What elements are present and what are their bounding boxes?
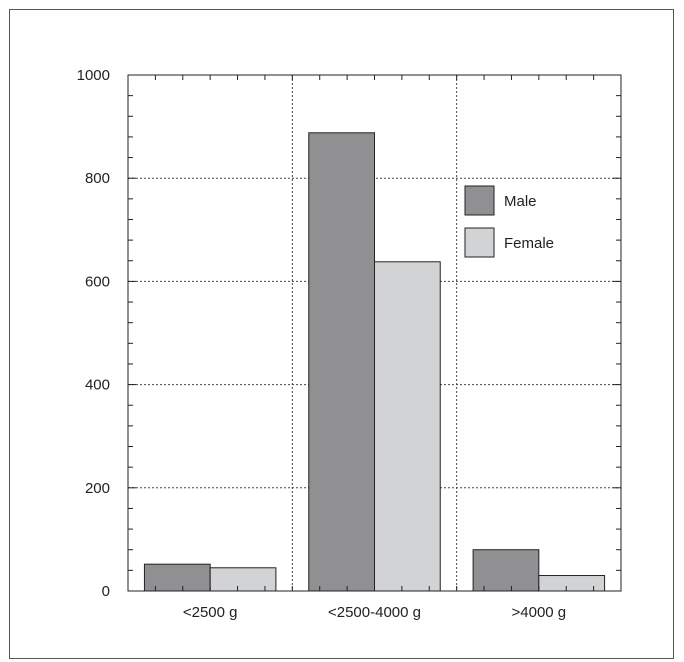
legend-label-female: Female	[504, 235, 554, 252]
y-tick-label: 800	[85, 170, 110, 187]
grid-lines	[128, 75, 621, 591]
bar-female-2	[538, 575, 606, 592]
y-tick-label: 0	[102, 583, 110, 600]
bar-female-1	[374, 261, 441, 592]
bar-male-1	[308, 132, 375, 592]
legend-label-male: Male	[504, 193, 537, 210]
axes	[127, 74, 622, 592]
bars	[143, 132, 606, 592]
x-tick-label: <2500 g	[183, 604, 238, 621]
y-tick-label: 600	[85, 273, 110, 290]
legend: Male Female	[464, 185, 554, 258]
y-tick-label: 200	[85, 480, 110, 497]
bar-male-2	[472, 549, 540, 592]
legend-swatch-female	[464, 227, 495, 258]
y-tick-label: 400	[85, 377, 110, 394]
x-tick-label: <2500-4000 g	[328, 604, 421, 621]
legend-swatch-male	[464, 185, 495, 216]
x-tick-label: >4000 g	[512, 604, 567, 621]
y-tick-label: 1000	[77, 67, 110, 84]
bar-male-0	[143, 563, 211, 592]
bar-female-0	[209, 567, 277, 592]
tick-labels: <2500 g <2500-4000 g >4000 g 0 200 400 600 800 1…	[77, 67, 567, 621]
